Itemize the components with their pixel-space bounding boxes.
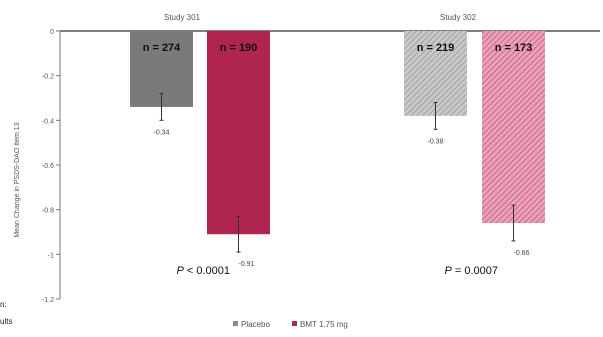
- labels: Study 301 n = 274 -0.34 n = 190 -0.91 P < 0.0…: [143, 13, 533, 277]
- p-value-number: < 0.0001: [184, 265, 230, 277]
- sample-size-label: n = 190: [220, 42, 258, 54]
- sample-size-label: n = 173: [495, 42, 533, 54]
- y-tick-label: -1.2: [42, 297, 54, 304]
- sample-size-label: n = 274: [143, 42, 181, 54]
- data-label: -0.38: [428, 138, 444, 145]
- bars: [130, 31, 545, 253]
- p-value-label: P < 0.0001: [176, 265, 230, 277]
- legend-label: BMT 1.75 mg: [300, 320, 348, 329]
- sample-size-label: n = 219: [417, 42, 455, 54]
- legend: Placebo BMT 1.75 mg: [233, 320, 348, 329]
- y-tick-label: -0.2: [42, 74, 54, 81]
- y-tick-label: -0.4: [42, 118, 54, 125]
- p-value-number: = 0.0007: [452, 265, 498, 277]
- p-value-label: P = 0.0007: [444, 265, 498, 277]
- y-tick-label: -0.6: [42, 163, 54, 170]
- data-label: -0.91: [239, 261, 255, 268]
- side-text-1: n:: [0, 300, 7, 309]
- legend-swatch: [233, 321, 238, 326]
- y-tick-label: 0: [50, 29, 54, 36]
- bar: [207, 31, 270, 235]
- side-text-2: ults: [0, 317, 13, 326]
- group-title: Study 301: [164, 13, 201, 22]
- p-value-symbol: P: [176, 265, 184, 277]
- y-axis-title: Mean Change in PSDS-DAO Item 13: [14, 122, 21, 237]
- legend-swatch: [292, 321, 297, 326]
- y-tick-label: -0.8: [42, 208, 54, 215]
- bar: [482, 31, 545, 224]
- p-value-symbol: P: [444, 265, 452, 277]
- group-title: Study 302: [440, 13, 477, 22]
- data-label: -0.34: [154, 129, 170, 136]
- legend-label: Placebo: [241, 320, 270, 329]
- data-label: -0.86: [514, 250, 530, 257]
- bar: [404, 31, 467, 116]
- y-tick-label: -1: [48, 252, 54, 259]
